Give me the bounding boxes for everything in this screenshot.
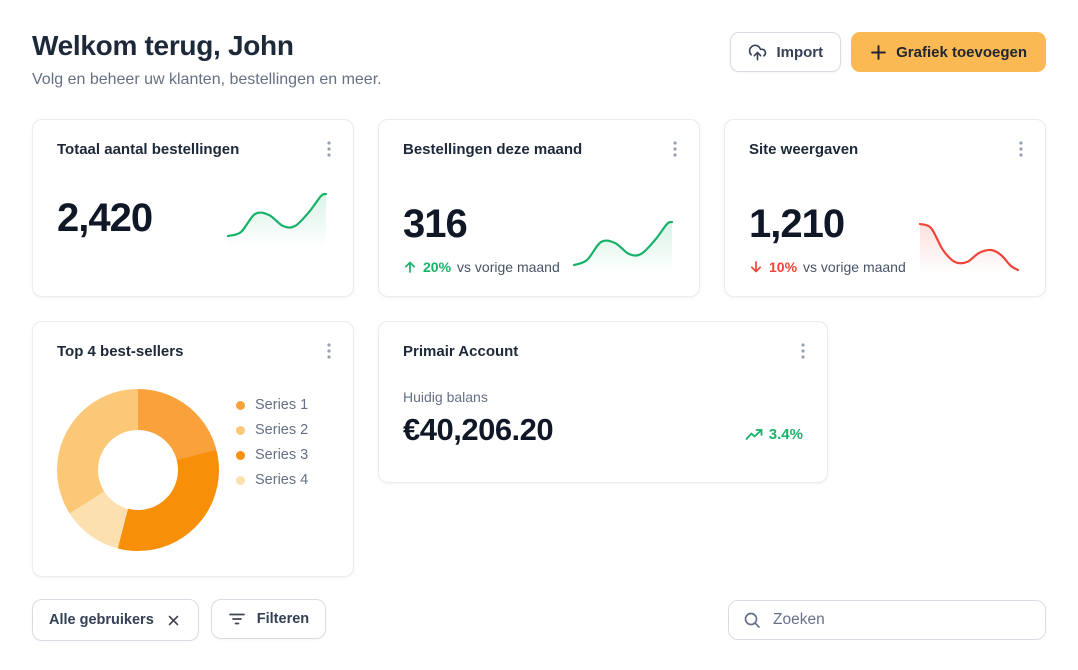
kebab-menu-icon [801,343,805,359]
primary-account-card: Primair Account Huidig balans €40,206.20 [378,321,828,483]
kebab-menu-button[interactable] [321,138,337,160]
kebab-menu-button[interactable] [795,340,811,362]
balance-label: Huidig balans [403,389,488,405]
legend-item: Series 1 [236,398,308,413]
donut-wrap: Series 1 Series 2 Series 3 Series 4 [57,389,329,551]
card-head: Top 4 best-sellers [57,343,331,362]
balance-row: €40,206.20 3.4% [403,414,803,445]
widgets-row: Top 4 best-sellers Series 1 Series 2 Serie… [32,321,1046,577]
filter-button-label: Filteren [256,611,310,627]
legend-item: Series 2 [236,423,308,438]
legend-label: Series 4 [255,472,309,488]
delta-row: 20% vs vorige maand [403,259,560,275]
import-button-label: Import [776,43,824,61]
legend-dot-icon [236,426,245,435]
search-box[interactable] [728,600,1046,640]
kebab-menu-icon [673,141,677,157]
card-head: Primair Account [403,343,805,362]
filter-chip-label: Alle gebruikers [49,612,154,628]
card-title: Bestellingen deze maand [403,141,583,158]
kebab-menu-button[interactable] [667,138,683,160]
stat-value: 1,210 [749,202,845,246]
card-head: Totaal aantal bestellingen [57,141,331,160]
arrow-down-icon [749,260,763,274]
legend-item: Series 3 [236,448,308,463]
header-actions: Import Grafiek toevoegen [730,30,1046,72]
card-title: Totaal aantal bestellingen [57,141,240,158]
account-delta-percent: 3.4% [768,426,803,443]
search-input[interactable] [771,610,1031,630]
sparkline-site-views [917,215,1021,275]
stat-body: 1,210 10% vs vorige maand [749,160,1021,275]
page-header: Welkom terug, John Volg en beheer uw kla… [32,30,1046,89]
plus-icon [870,44,887,61]
donut-chart [57,389,219,551]
best-sellers-card: Top 4 best-sellers Series 1 Series 2 Serie… [32,321,354,577]
arrow-up-icon [403,260,417,274]
remove-filter-button[interactable] [165,612,182,629]
kebab-menu-button[interactable] [321,340,337,362]
legend-label: Series 2 [255,422,309,438]
stat-body: 316 20% vs vorige maand [403,160,675,275]
balance-value: €40,206.20 [403,412,554,447]
page-subtitle: Volg en beheer uw klanten, bestellingen … [32,71,382,88]
delta-label: vs vorige maand [457,259,560,275]
close-icon [167,614,180,627]
donut-hole [98,430,178,510]
stats-row: Totaal aantal bestellingen 2,420 Bestell… [32,119,1046,297]
stat-value: 316 [403,202,468,246]
delta-percent: 10% [769,259,798,275]
filter-bar: Alle gebruikers Filteren [32,599,1046,641]
card-title: Site weergaven [749,141,859,158]
header-text: Welkom terug, John Volg en beheer uw kla… [32,30,382,89]
delta-row: 10% vs vorige maand [749,259,906,275]
delta-label: vs vorige maand [803,259,906,275]
card-title: Top 4 best-sellers [57,343,184,360]
delta-percent: 20% [423,259,452,275]
kebab-menu-icon [327,141,331,157]
filter-lines-icon [228,612,246,626]
account-delta: 3.4% [745,426,803,443]
kebab-menu-icon [327,343,331,359]
stat-card-total-orders: Totaal aantal bestellingen 2,420 [32,119,354,297]
filter-chip-all-users[interactable]: Alle gebruikers [32,599,199,641]
sparkline-month-orders [571,215,675,275]
stat-left: 1,210 10% vs vorige maand [749,204,906,275]
import-button[interactable]: Import [730,32,842,72]
stat-left: 316 20% vs vorige maand [403,204,560,275]
card-title: Primair Account [403,343,519,360]
trend-up-icon [745,428,763,441]
card-head: Bestellingen deze maand [403,141,677,160]
upload-cloud-icon [748,43,767,62]
kebab-menu-icon [1019,141,1023,157]
stat-card-month-orders: Bestellingen deze maand 316 [378,119,700,297]
add-chart-button-label: Grafiek toevoegen [896,43,1027,61]
stat-card-site-views: Site weergaven 1,210 [724,119,1046,297]
search-icon [743,611,761,629]
add-chart-button[interactable]: Grafiek toevoegen [851,32,1046,72]
card-head: Site weergaven [749,141,1023,160]
stat-body: 2,420 [57,160,329,275]
page-title: Welkom terug, John [32,30,294,61]
filter-button[interactable]: Filteren [210,599,327,639]
legend-label: Series 3 [255,447,309,463]
legend-label: Series 1 [255,397,309,413]
stat-value: 2,420 [57,195,153,240]
sparkline-total-orders [225,188,329,248]
legend-dot-icon [236,451,245,460]
legend-dot-icon [236,401,245,410]
filter-controls: Alle gebruikers Filteren [32,599,327,641]
donut-legend: Series 1 Series 2 Series 3 Series 4 [236,398,308,551]
kebab-menu-button[interactable] [1013,138,1029,160]
legend-item: Series 4 [236,473,308,488]
legend-dot-icon [236,476,245,485]
